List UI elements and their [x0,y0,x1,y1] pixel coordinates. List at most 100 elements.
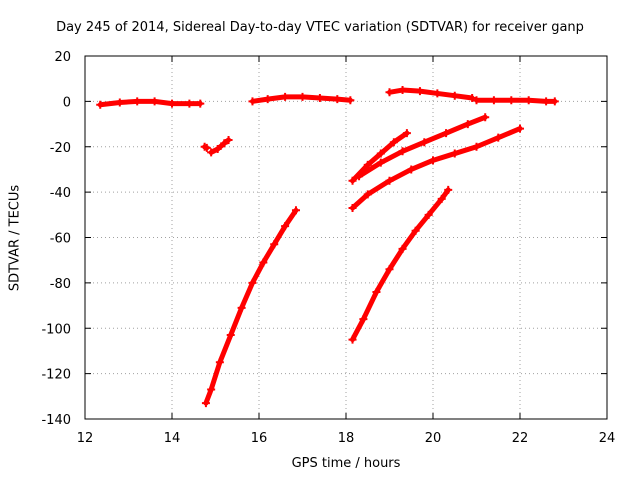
series-segment [217,332,234,365]
series-segment [271,223,288,247]
series-arc-10 [385,86,477,102]
data-point [259,258,268,267]
series-segment [365,178,392,197]
y-tick-label: -20 [50,141,71,156]
series-segment [495,126,523,141]
series-segment [350,316,366,343]
data-point [372,287,381,296]
data-point [407,165,416,174]
data-point [429,156,437,165]
series-segment [360,289,379,322]
data-point [346,96,355,105]
data-point [315,93,324,102]
series-segment [426,196,445,218]
data-point [385,176,394,185]
x-tick-label: 16 [251,431,268,446]
data-point [298,92,307,101]
data-point [450,149,459,158]
data-point [237,303,246,312]
data-point [385,88,394,97]
axis-ticks: 12 14 16 18 20 22 24 20 0 -20 -40 -60 -80 -100 -120 -14… [41,50,615,446]
data-point [542,97,551,106]
series-segment [387,246,406,272]
series-segment [400,139,427,154]
data-series [96,86,559,408]
series-segment [378,148,406,166]
series-segment [474,135,501,150]
y-tick-label: -60 [50,232,71,247]
data-point [472,142,481,151]
y-axis-label: SDTVAR / TECUs [7,184,23,292]
series-arc-3 [207,135,233,157]
series-segment [350,191,371,211]
data-point [220,139,229,148]
series-segment [373,266,392,295]
data-point [376,149,385,158]
data-point [463,120,472,129]
data-point [359,315,368,324]
x-axis-label: GPS time / hours [291,456,401,471]
data-point [472,96,481,105]
series-segment [378,139,397,157]
data-point [524,96,533,105]
data-point [185,99,194,108]
series-segment [260,241,277,265]
data-point [202,143,211,152]
chart-title: Day 245 of 2014, Sidereal Day-to-day VTE… [56,20,584,35]
data-point [424,210,433,219]
data-point [376,158,385,167]
data-point [481,113,490,122]
data-point [415,87,424,96]
data-point [281,222,290,231]
data-point [398,147,407,156]
data-point [348,176,357,185]
data-point [389,138,398,147]
data-point [215,358,224,367]
data-point [398,244,407,253]
y-tick-label: -80 [50,277,71,292]
data-point [385,265,394,274]
series-segment [465,114,488,127]
data-point [201,399,210,408]
data-point [226,331,235,340]
data-point [489,96,498,105]
series-segment [452,144,479,157]
data-point [207,148,216,157]
x-tick-label: 14 [164,431,181,446]
series-segment [400,228,419,252]
data-point [96,100,105,109]
series-segment [228,305,245,338]
series-arc-2 [200,142,211,152]
data-point [348,204,357,213]
data-point [494,133,503,142]
y-tick-label: 20 [54,50,71,65]
data-point [450,91,459,100]
series-segment [356,160,384,179]
series-arc-6 [348,185,453,344]
data-point [207,385,216,394]
series-arc-5 [248,92,355,106]
series-arc-7 [348,124,524,213]
series-segment [391,130,410,145]
data-point [398,86,407,95]
series-segment [430,151,458,163]
data-point [213,145,222,154]
data-point [168,99,176,108]
data-point [411,226,420,235]
data-point [196,99,205,108]
series-segment [413,212,432,234]
series-segment [365,151,384,168]
data-point [248,278,257,287]
data-point [402,129,411,138]
series-segment [387,166,414,184]
x-tick-label: 22 [512,431,529,446]
series-arc-1 [96,97,205,109]
series-segment [239,280,255,311]
data-point [363,160,372,169]
y-tick-label: 0 [63,95,71,110]
data-point [224,135,233,144]
series-arc-11 [472,96,559,106]
y-tick-label: -120 [41,368,71,383]
data-point [270,240,279,249]
data-point [263,95,272,104]
